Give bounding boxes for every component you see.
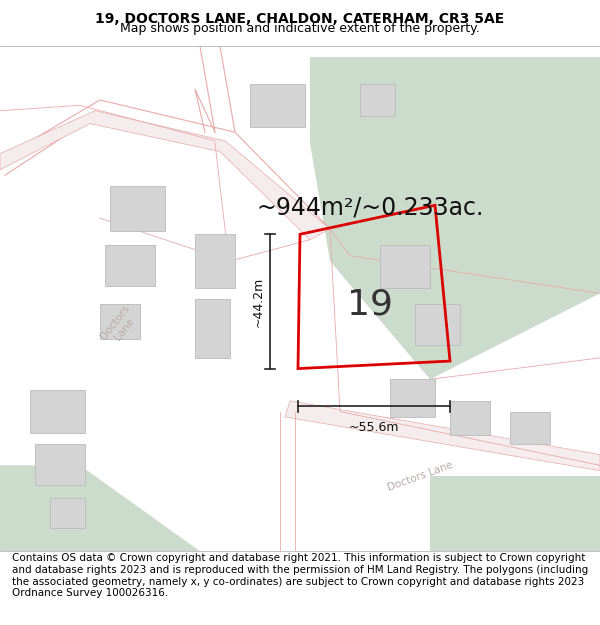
Polygon shape [195,299,230,358]
Text: ~44.2m: ~44.2m [251,276,265,326]
Text: ~944m²/~0.233ac.: ~944m²/~0.233ac. [256,196,484,219]
Polygon shape [285,401,600,471]
Polygon shape [415,304,460,345]
Polygon shape [250,84,305,127]
Polygon shape [450,401,490,435]
Polygon shape [100,304,140,339]
Polygon shape [310,57,600,379]
Polygon shape [110,186,165,231]
Polygon shape [30,390,85,433]
Polygon shape [360,84,395,116]
Polygon shape [105,245,155,286]
Polygon shape [510,412,550,444]
Text: 19: 19 [347,287,393,321]
Polygon shape [430,476,600,551]
Text: Doctors
Lane: Doctors Lane [99,303,141,348]
Text: ~55.6m: ~55.6m [349,421,399,434]
Text: Doctors Lane: Doctors Lane [386,459,454,492]
Text: Contains OS data © Crown copyright and database right 2021. This information is : Contains OS data © Crown copyright and d… [12,554,588,598]
Polygon shape [0,111,330,239]
Polygon shape [195,234,235,288]
Polygon shape [50,498,85,528]
Polygon shape [35,444,85,484]
Text: 19, DOCTORS LANE, CHALDON, CATERHAM, CR3 5AE: 19, DOCTORS LANE, CHALDON, CATERHAM, CR3… [95,11,505,26]
Polygon shape [0,465,200,551]
Text: Map shows position and indicative extent of the property.: Map shows position and indicative extent… [120,22,480,34]
Polygon shape [390,379,435,417]
Polygon shape [380,245,430,288]
